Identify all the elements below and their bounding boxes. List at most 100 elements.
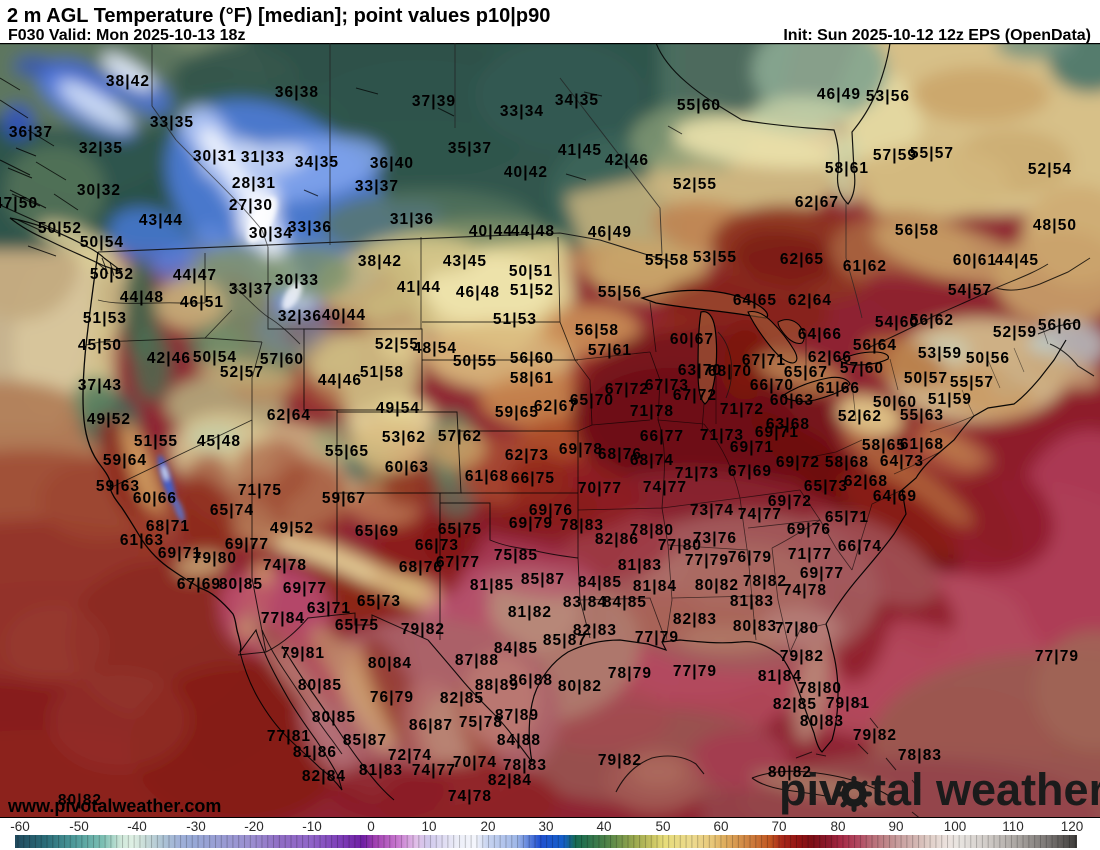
svg-text:65|71: 65|71 <box>825 509 869 526</box>
svg-text:80|82: 80|82 <box>695 577 739 594</box>
svg-text:80|82: 80|82 <box>558 678 602 695</box>
svg-text:66|73: 66|73 <box>415 537 459 554</box>
svg-text:69|77: 69|77 <box>283 580 327 597</box>
svg-text:79|82: 79|82 <box>598 752 642 769</box>
svg-text:81|84: 81|84 <box>633 578 677 595</box>
svg-text:68|76: 68|76 <box>399 559 443 576</box>
svg-text:64|66: 64|66 <box>798 326 842 343</box>
svg-text:43|44: 43|44 <box>139 212 183 229</box>
svg-text:53|62: 53|62 <box>382 429 426 446</box>
svg-text:50|57: 50|57 <box>904 370 948 387</box>
svg-text:71|78: 71|78 <box>630 403 674 420</box>
svg-text:33|37: 33|37 <box>355 178 399 195</box>
svg-text:40: 40 <box>596 819 611 834</box>
svg-text:72|74: 72|74 <box>388 747 432 764</box>
svg-text:81|83: 81|83 <box>618 557 662 574</box>
svg-text:37|43: 37|43 <box>78 377 122 394</box>
svg-text:69|78: 69|78 <box>559 441 603 458</box>
svg-text:44|48: 44|48 <box>511 223 555 240</box>
svg-text:65|73: 65|73 <box>357 593 401 610</box>
svg-text:69|71: 69|71 <box>755 424 799 441</box>
svg-text:67|69: 67|69 <box>177 576 221 593</box>
svg-text:65|67: 65|67 <box>784 364 828 381</box>
svg-text:74|78: 74|78 <box>263 557 307 574</box>
svg-text:79|80: 79|80 <box>193 550 237 567</box>
svg-text:81|83: 81|83 <box>359 762 403 779</box>
svg-text:78|83: 78|83 <box>560 517 604 534</box>
svg-text:57|60: 57|60 <box>260 351 304 368</box>
svg-text:57|62: 57|62 <box>438 428 482 445</box>
svg-text:43|45: 43|45 <box>443 253 487 270</box>
svg-text:73|74: 73|74 <box>690 502 734 519</box>
svg-text:61|62: 61|62 <box>843 258 887 275</box>
svg-text:66|74: 66|74 <box>838 538 882 555</box>
svg-text:62|66: 62|66 <box>808 349 852 366</box>
svg-text:41|44: 41|44 <box>397 279 441 296</box>
svg-text:52|54: 52|54 <box>1028 161 1072 178</box>
svg-text:62|64: 62|64 <box>788 292 832 309</box>
svg-text:56|58: 56|58 <box>895 222 939 239</box>
svg-text:80|85: 80|85 <box>312 709 356 726</box>
svg-text:56|60: 56|60 <box>1038 317 1082 334</box>
svg-text:www.pivotalweather.com: www.pivotalweather.com <box>7 796 221 816</box>
svg-text:46|48: 46|48 <box>456 284 500 301</box>
svg-text:32|36: 32|36 <box>278 308 322 325</box>
svg-text:58|65: 58|65 <box>862 437 906 454</box>
svg-text:71|73: 71|73 <box>700 427 744 444</box>
svg-text:10: 10 <box>421 819 436 834</box>
svg-text:64|65: 64|65 <box>733 292 777 309</box>
svg-text:80: 80 <box>830 819 845 834</box>
svg-text:56|58: 56|58 <box>575 322 619 339</box>
svg-text:40|44: 40|44 <box>322 307 366 324</box>
svg-text:36|38: 36|38 <box>275 84 319 101</box>
svg-text:60|63: 60|63 <box>770 392 814 409</box>
svg-text:62|65: 62|65 <box>780 251 824 268</box>
svg-text:84|88: 84|88 <box>497 732 541 749</box>
svg-text:51|59: 51|59 <box>928 391 972 408</box>
svg-text:46|49: 46|49 <box>817 86 861 103</box>
svg-text:88|89: 88|89 <box>475 677 519 694</box>
svg-text:40|44: 40|44 <box>469 223 513 240</box>
svg-text:34|35: 34|35 <box>555 92 599 109</box>
svg-text:67|72: 67|72 <box>673 387 717 404</box>
svg-text:44|45: 44|45 <box>995 252 1039 269</box>
svg-text:120: 120 <box>1061 819 1084 834</box>
svg-text:64|69: 64|69 <box>873 488 917 505</box>
svg-text:81|84: 81|84 <box>758 668 802 685</box>
svg-text:42|46: 42|46 <box>147 350 191 367</box>
svg-text:68|70: 68|70 <box>708 363 752 380</box>
svg-text:65|73: 65|73 <box>804 478 848 495</box>
svg-text:53|59: 53|59 <box>918 345 962 362</box>
svg-text:71|75: 71|75 <box>238 482 282 499</box>
svg-text:66|77: 66|77 <box>640 428 684 445</box>
svg-text:40|42: 40|42 <box>504 164 548 181</box>
svg-text:78|83: 78|83 <box>898 747 942 764</box>
svg-text:35|37: 35|37 <box>448 140 492 157</box>
svg-text:74|78: 74|78 <box>783 582 827 599</box>
svg-text:80|82: 80|82 <box>768 764 812 781</box>
svg-text:33|37: 33|37 <box>229 281 273 298</box>
svg-text:27|30: 27|30 <box>229 197 273 214</box>
svg-text:65|75: 65|75 <box>335 617 379 634</box>
svg-text:50|52: 50|52 <box>90 266 134 283</box>
svg-text:67|69: 67|69 <box>728 463 772 480</box>
svg-text:61|68: 61|68 <box>465 468 509 485</box>
svg-text:38|42: 38|42 <box>106 73 150 90</box>
svg-text:50|54: 50|54 <box>80 234 124 251</box>
svg-text:78|79: 78|79 <box>608 665 652 682</box>
svg-text:44|48: 44|48 <box>120 289 164 306</box>
svg-text:110: 110 <box>1002 819 1024 834</box>
svg-text:-50: -50 <box>69 819 89 834</box>
svg-text:68|74: 68|74 <box>630 452 674 469</box>
svg-text:59|65: 59|65 <box>495 404 539 421</box>
svg-text:69|77: 69|77 <box>225 536 269 553</box>
svg-text:81|83: 81|83 <box>730 593 774 610</box>
svg-text:Init: Sun 2025-10-12 12z EPS (: Init: Sun 2025-10-12 12z EPS (OpenData) <box>783 27 1091 44</box>
svg-text:74|77: 74|77 <box>738 506 782 523</box>
svg-text:51|58: 51|58 <box>360 364 404 381</box>
svg-text:83|84: 83|84 <box>563 594 607 611</box>
svg-text:66|75: 66|75 <box>511 470 555 487</box>
svg-text:64|73: 64|73 <box>880 453 924 470</box>
svg-text:piv: piv <box>779 764 844 815</box>
svg-text:-20: -20 <box>244 819 264 834</box>
